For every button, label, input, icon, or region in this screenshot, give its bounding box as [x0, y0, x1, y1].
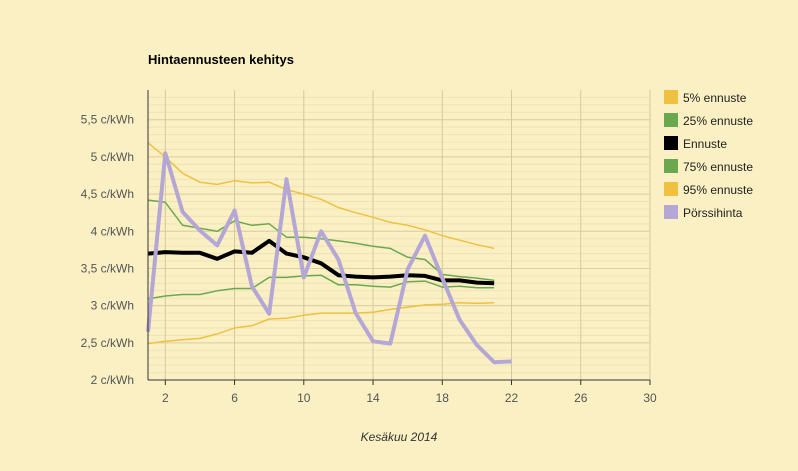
legend-swatch	[664, 113, 678, 127]
x-tick-label: 14	[366, 391, 380, 405]
legend-label: 5% ennuste	[683, 91, 747, 105]
series-lines	[146, 142, 512, 365]
legend-label: 95% ennuste	[683, 183, 753, 197]
x-axis-label: Kesäkuu 2014	[361, 430, 438, 444]
y-tick-label: 5 c/kWh	[91, 150, 134, 164]
y-tick-label: 3 c/kWh	[91, 299, 134, 313]
series-line-25-ennuste	[147, 274, 495, 300]
series-line-p-rssihinta	[146, 151, 512, 365]
chart-title: Hintaennusteen kehitys	[148, 52, 294, 67]
y-tick-label: 4 c/kWh	[91, 224, 134, 238]
y-axis-ticks: 2 c/kWh 2,5 c/kWh 3 c/kWh 3,5 c/kWh 4 c/kWh 4…	[81, 113, 134, 387]
x-tick-label: 26	[574, 391, 588, 405]
y-tick-label: 2 c/kWh	[91, 373, 134, 387]
legend-swatch	[664, 182, 678, 196]
series-line-5-ennuste	[147, 301, 495, 345]
legend-swatch	[664, 90, 678, 104]
x-tick-label: 6	[231, 391, 238, 405]
x-tick-label: 22	[505, 391, 519, 405]
y-tick-label: 4,5 c/kWh	[81, 187, 134, 201]
x-tick-label: 18	[436, 391, 450, 405]
legend-swatch	[664, 136, 678, 150]
y-tick-label: 2,5 c/kWh	[81, 336, 134, 350]
x-tick-label: 10	[297, 391, 311, 405]
series-line-ennuste	[147, 238, 495, 286]
legend-swatch	[664, 205, 678, 219]
legend-label: 25% ennuste	[683, 114, 753, 128]
series-line-95-ennuste	[147, 142, 495, 250]
axes	[147, 90, 650, 381]
legend-swatch	[664, 159, 678, 173]
x-tick-label: 30	[643, 391, 657, 405]
legend-label: Ennuste	[683, 137, 727, 151]
legend: 5% ennuste 25% ennuste Ennuste 75% ennuste 9…	[664, 90, 753, 220]
y-tick-label: 5,5 c/kWh	[81, 113, 134, 127]
x-axis-ticks: 2 6 10 14 18 22 26 30	[162, 380, 657, 405]
x-tick-label: 2	[162, 391, 169, 405]
legend-label: Pörssihinta	[683, 206, 743, 220]
legend-label: 75% ennuste	[683, 160, 753, 174]
series-line-75-ennuste	[147, 199, 495, 282]
y-tick-label: 3,5 c/kWh	[81, 261, 134, 275]
